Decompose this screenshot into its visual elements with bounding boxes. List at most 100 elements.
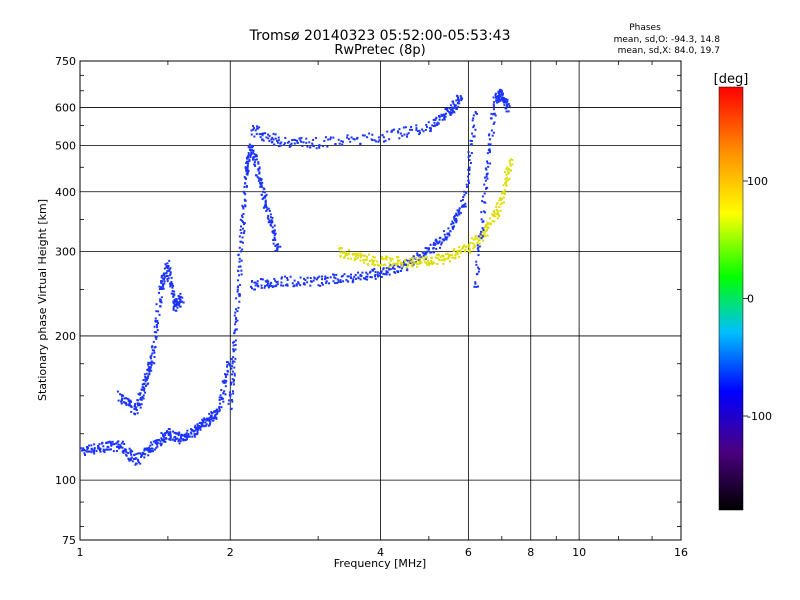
data-point [125,450,128,453]
data-point [167,428,170,431]
data-point [238,257,241,260]
data-point [163,267,166,270]
data-point [169,285,172,288]
data-point [492,215,495,218]
data-point [422,130,425,133]
chart-subtitle: RwPretec (8p) [334,43,425,58]
data-point [496,217,499,220]
data-point [376,263,379,266]
data-point [332,136,335,139]
data-point [166,278,169,281]
data-point [355,277,358,280]
data-point [245,160,248,163]
data-point [259,136,262,139]
data-point [176,306,179,309]
phase-x-stat: mean, sd,X: 84.0, 19.7 [618,46,720,56]
data-point [153,351,156,354]
data-point [484,176,487,179]
data-point [467,168,470,171]
data-point [257,177,260,180]
data-point [429,243,432,246]
data-point [341,274,344,277]
data-point [421,256,424,259]
data-point [144,380,147,383]
data-point [168,428,171,431]
data-point [396,263,399,266]
data-point [352,137,355,140]
data-point [353,275,356,278]
data-point [295,284,298,287]
data-point [248,143,251,146]
data-point [120,397,123,400]
data-point [357,276,360,279]
data-point [157,291,160,294]
data-point [400,267,403,270]
data-point [216,411,219,414]
data-point [510,169,513,172]
data-point [346,136,349,139]
data-point [426,263,429,266]
data-point [493,212,496,215]
data-point [468,245,471,248]
data-point [374,277,377,280]
data-point [486,221,489,224]
data-point [148,450,151,453]
data-point [446,107,449,110]
data-point [144,384,147,387]
data-point [228,393,231,396]
data-point [109,441,112,444]
data-point [253,163,256,166]
data-point [140,403,143,406]
data-point [239,250,242,253]
data-point [251,144,254,147]
data-point [506,98,509,101]
data-point [398,137,401,140]
data-point [161,285,164,288]
data-point [498,206,501,209]
data-point [182,301,185,304]
data-point [186,429,189,432]
data-point [154,317,157,320]
data-point [503,101,506,104]
data-point [404,126,407,129]
data-point [300,140,303,143]
data-point [426,259,429,262]
data-point [147,363,150,366]
data-point [481,195,484,198]
data-point [241,236,244,239]
data-point [449,254,452,257]
data-point [122,394,125,397]
data-point [461,205,464,208]
data-point [391,258,394,261]
data-point [352,253,355,256]
data-point [415,124,418,127]
data-point [165,264,168,267]
data-point [457,105,460,108]
data-point [160,438,163,441]
data-point [359,259,362,262]
data-point [155,337,158,340]
data-point [271,221,274,224]
data-point [427,261,430,264]
data-point [389,264,392,267]
data-point [198,425,201,428]
data-point [231,400,234,403]
data-point [366,136,369,139]
data-point [83,448,86,451]
data-point [121,446,124,449]
data-point [93,449,96,452]
data-point [108,448,111,451]
data-point [248,148,251,151]
data-point [462,247,465,250]
y-tick-label: 200 [55,330,76,343]
data-point [174,304,177,307]
data-point [234,357,237,360]
data-point [172,430,175,433]
data-point [369,276,372,279]
data-point [492,108,495,111]
data-point [242,232,245,235]
data-point [360,275,363,278]
data-point [374,273,377,276]
data-point [142,386,145,389]
data-point [93,448,96,451]
